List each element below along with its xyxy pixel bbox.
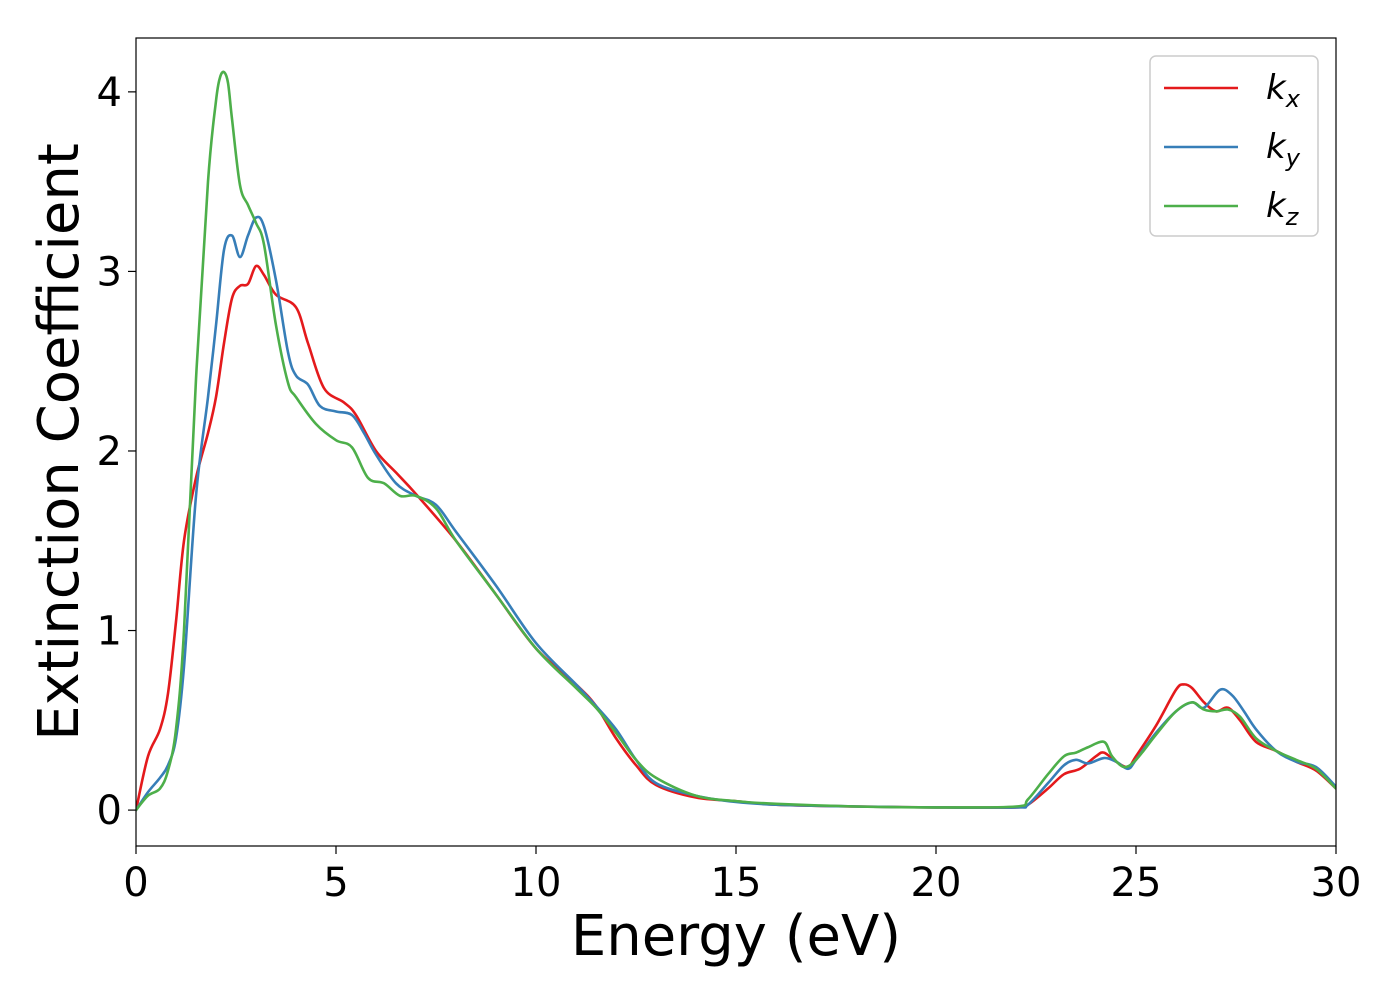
x-tick-label: 25 xyxy=(1111,860,1162,906)
x-tick-label: 15 xyxy=(711,860,762,906)
x-tick-label: 20 xyxy=(911,860,962,906)
y-axis-title: Extinction Coefficient xyxy=(27,143,92,741)
series-layer xyxy=(136,70,1336,812)
x-tick-label: 0 xyxy=(123,860,148,906)
series-line-z xyxy=(136,70,1336,812)
legend-label-y: ky xyxy=(1266,127,1301,172)
y-tick-label: 0 xyxy=(97,788,122,834)
y-tick-label: 2 xyxy=(97,429,122,475)
x-tick-label: 5 xyxy=(323,860,348,906)
x-axis: 0 5 10 15 20 25 30 xyxy=(123,846,1361,906)
y-tick-label: 4 xyxy=(97,70,122,116)
series-line-x xyxy=(136,264,1336,812)
x-tick-label: 10 xyxy=(511,860,562,906)
y-axis: 0 1 2 3 4 xyxy=(97,70,136,834)
legend: kx ky kz xyxy=(1149,55,1319,237)
legend-label-z: kz xyxy=(1266,186,1300,231)
legend-label-x: kx xyxy=(1266,68,1301,113)
x-tick-label: 30 xyxy=(1311,860,1362,906)
y-tick-label: 1 xyxy=(97,609,122,655)
x-axis-title: Energy (eV) xyxy=(571,904,901,969)
y-tick-label: 3 xyxy=(97,249,122,295)
